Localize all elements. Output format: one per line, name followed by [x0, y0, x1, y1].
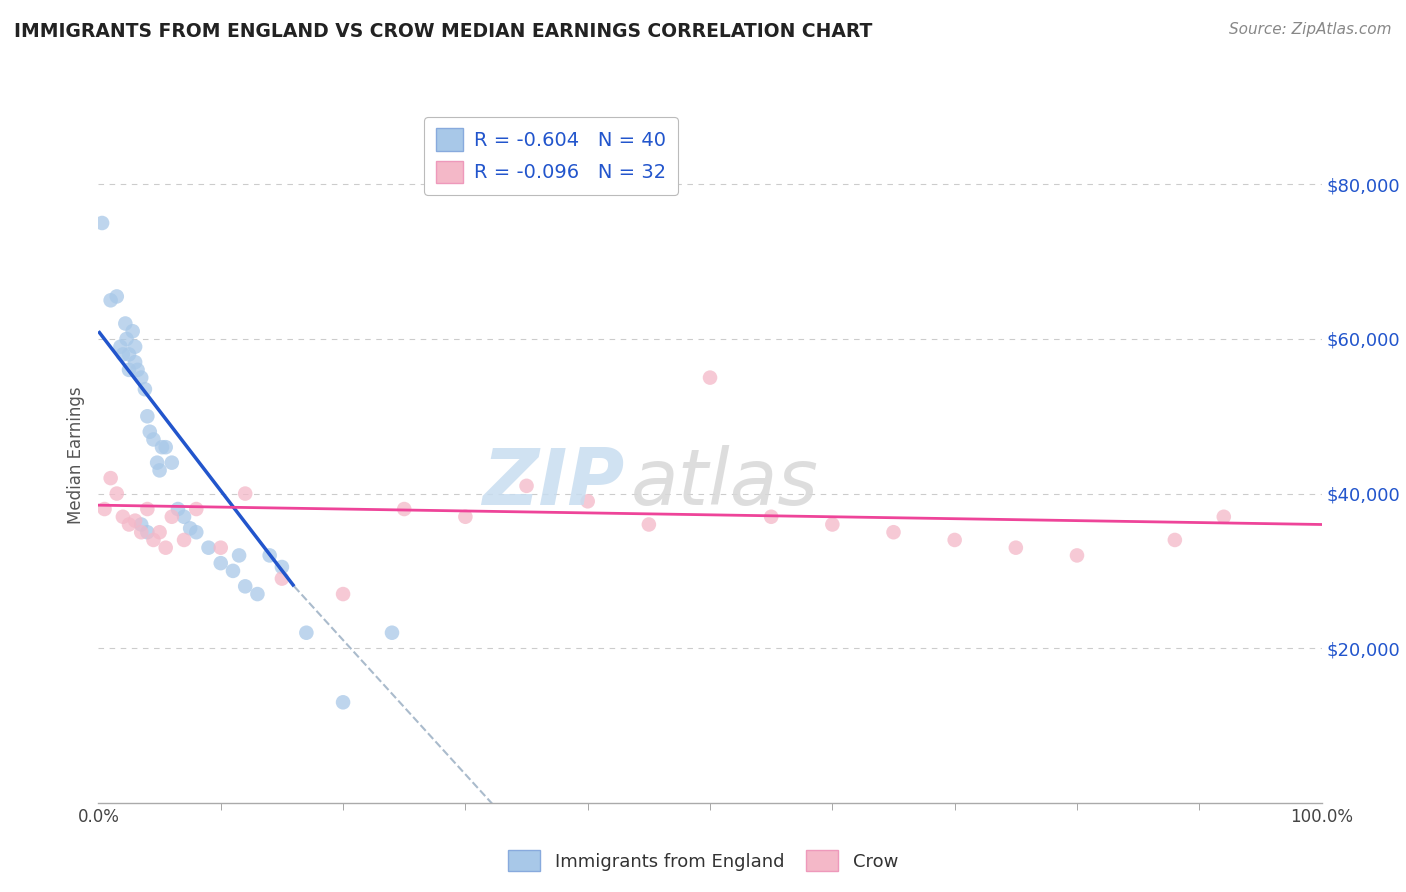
Point: [149, 525, 172, 540]
Point: [100, 293, 122, 308]
Point: [943, 533, 966, 547]
Text: ZIP: ZIP: [482, 445, 624, 521]
Point: [233, 579, 256, 593]
Point: [392, 502, 416, 516]
Point: [105, 289, 128, 303]
Point: [699, 370, 721, 384]
Point: [155, 541, 177, 555]
Point: [259, 549, 281, 563]
Point: [197, 541, 219, 555]
Point: [142, 533, 165, 547]
Point: [142, 433, 165, 447]
Point: [124, 340, 146, 354]
Point: [637, 517, 661, 532]
Point: [111, 347, 134, 361]
Point: [129, 517, 152, 532]
Point: [173, 509, 195, 524]
Point: [93, 502, 115, 516]
Point: [146, 456, 169, 470]
Point: [228, 549, 250, 563]
Point: [209, 541, 232, 555]
Point: [173, 533, 195, 547]
Point: [209, 556, 232, 570]
Point: [129, 370, 152, 384]
Point: [110, 340, 132, 354]
Point: [136, 525, 159, 540]
Point: [332, 695, 354, 709]
Point: [295, 625, 318, 640]
Point: [179, 521, 201, 535]
Point: [332, 587, 354, 601]
Point: [118, 347, 141, 361]
Point: [139, 425, 162, 439]
Point: [167, 502, 190, 516]
Point: [1212, 509, 1234, 524]
Point: [127, 363, 149, 377]
Point: [149, 463, 172, 477]
Point: [136, 409, 159, 424]
Text: IMMIGRANTS FROM ENGLAND VS CROW MEDIAN EARNINGS CORRELATION CHART: IMMIGRANTS FROM ENGLAND VS CROW MEDIAN E…: [14, 22, 873, 41]
Point: [160, 509, 183, 524]
Legend: R = -0.604   N = 40, R = -0.096   N = 32: R = -0.604 N = 40, R = -0.096 N = 32: [423, 117, 678, 194]
Point: [1164, 533, 1187, 547]
Point: [1066, 549, 1088, 563]
Point: [124, 514, 146, 528]
Point: [246, 587, 269, 601]
Point: [222, 564, 245, 578]
Point: [118, 363, 141, 377]
Point: [111, 509, 134, 524]
Point: [454, 509, 477, 524]
Point: [821, 517, 844, 532]
Point: [155, 440, 177, 454]
Point: [186, 525, 208, 540]
Text: atlas: atlas: [630, 445, 818, 521]
Point: [134, 382, 156, 396]
Point: [115, 332, 138, 346]
Point: [105, 486, 128, 500]
Point: [124, 355, 146, 369]
Point: [1004, 541, 1026, 555]
Point: [233, 486, 256, 500]
Point: [883, 525, 905, 540]
Point: [516, 479, 538, 493]
Text: Source: ZipAtlas.com: Source: ZipAtlas.com: [1229, 22, 1392, 37]
Point: [114, 317, 136, 331]
Point: [576, 494, 599, 508]
Point: [129, 525, 152, 540]
Point: [91, 216, 114, 230]
Point: [100, 471, 122, 485]
Point: [270, 572, 294, 586]
Point: [270, 560, 294, 574]
Point: [136, 502, 159, 516]
Point: [761, 509, 783, 524]
Point: [121, 324, 143, 338]
Point: [381, 625, 404, 640]
Legend: Immigrants from England, Crow: Immigrants from England, Crow: [501, 843, 905, 879]
Y-axis label: Median Earnings: Median Earnings: [66, 386, 84, 524]
Point: [150, 440, 173, 454]
Point: [160, 456, 183, 470]
Point: [186, 502, 208, 516]
Point: [118, 517, 141, 532]
